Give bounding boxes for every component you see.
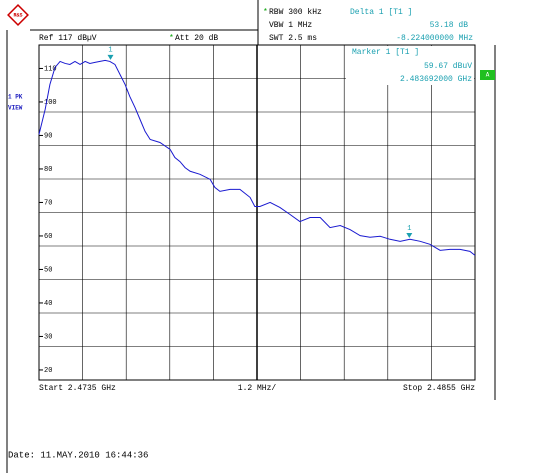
logo: R&S [7, 4, 29, 26]
span-label: 1.2 MHz/ [238, 384, 277, 393]
marker-label: 1 [108, 47, 112, 55]
marker [107, 54, 114, 60]
y-tick-label: 30 [44, 333, 52, 341]
stop-label: Stop 2.4855 GHz [403, 384, 475, 393]
start-label: Start 2.4735 GHz [39, 384, 116, 393]
marker [406, 233, 413, 239]
vbw: VBW 1 MHz [269, 21, 312, 30]
delta-freq: -8.224000000 MHz [396, 34, 473, 43]
delta-level: 53.18 dB [430, 21, 469, 30]
y-tick-label: 100 [44, 99, 57, 107]
marker-box [346, 46, 474, 85]
logo-diamond [7, 4, 29, 26]
attenuation: Att 20 dB [175, 34, 218, 43]
side-badge: A [486, 72, 490, 79]
rbw-flag: * [263, 8, 268, 17]
rbw: RBW 300 kHz [269, 8, 322, 17]
swt: SWT 2.5 ms [269, 34, 317, 43]
ref-level: Ref 117 dBµV [39, 34, 97, 43]
att-flag: * [169, 34, 174, 43]
delta-title: Delta 1 [T1 ] [350, 8, 412, 17]
trace [38, 59, 476, 256]
y-tick-label: 80 [44, 166, 52, 174]
side-badge-box [480, 70, 495, 80]
trace-mode: 1 PK [8, 94, 23, 101]
y-tick-label: 110 [44, 65, 57, 73]
y-tick-label: 50 [44, 266, 52, 274]
y-tick-label: 20 [44, 367, 52, 375]
trace-view: VIEW [8, 105, 23, 112]
y-tick-label: 70 [44, 199, 52, 207]
marker-freq: 2.483692000 GHz [400, 75, 472, 84]
y-tick-label: 40 [44, 300, 52, 308]
date: Date: 11.MAY.2010 16:44:36 [8, 450, 148, 460]
y-tick-label: 90 [44, 132, 52, 140]
marker-title: Marker 1 [T1 ] [352, 48, 419, 57]
marker-level: 59.67 dBuV [424, 62, 472, 71]
marker-label: 1 [407, 225, 411, 233]
y-tick-label: 60 [44, 233, 52, 241]
logo-text: R&S [13, 12, 22, 18]
